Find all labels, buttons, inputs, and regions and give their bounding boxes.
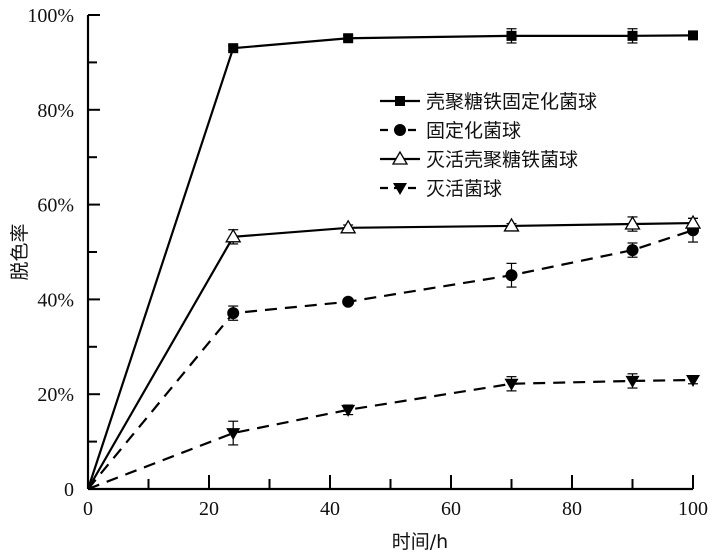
triangle-up-marker-icon bbox=[225, 228, 242, 243]
x-tick-label: 0 bbox=[83, 498, 93, 520]
triangle-up-marker-icon bbox=[391, 150, 409, 165]
x-tick-label: 20 bbox=[199, 498, 219, 520]
triangle-up-marker-icon bbox=[340, 219, 357, 234]
y-tick-label: 20% bbox=[37, 384, 74, 406]
square-marker-icon bbox=[627, 30, 638, 41]
legend-label: 灭活壳聚糖铁菌球 bbox=[426, 149, 578, 171]
square-marker-icon bbox=[228, 43, 239, 54]
triangle-down-marker-icon bbox=[226, 428, 241, 441]
triangle-down-marker-icon bbox=[625, 375, 640, 388]
square-marker-icon bbox=[343, 33, 354, 44]
triangle-down-marker-icon bbox=[686, 374, 700, 387]
x-tick-label: 60 bbox=[441, 498, 461, 520]
legend-label: 灭活菌球 bbox=[426, 178, 502, 200]
series-line bbox=[86, 34, 694, 490]
series-line bbox=[87, 378, 694, 491]
x-tick-label: 40 bbox=[320, 498, 340, 520]
y-tick-label: 80% bbox=[37, 100, 74, 122]
legend-item-2: 固定化菌球 bbox=[380, 120, 521, 142]
legend-label: 壳聚糖铁固定化菌球 bbox=[426, 91, 597, 113]
x-tick-label: 100 bbox=[678, 498, 708, 520]
square-marker-icon bbox=[506, 30, 517, 41]
y-tick-label: 40% bbox=[37, 289, 74, 311]
series-3 bbox=[87, 214, 702, 490]
y-tick-label: 100% bbox=[27, 5, 74, 27]
square-marker-icon bbox=[688, 30, 698, 41]
legend-item-1: 壳聚糖铁固定化菌球 bbox=[380, 91, 597, 113]
triangle-up-marker-icon bbox=[503, 217, 520, 232]
triangle-down-marker-icon bbox=[504, 378, 519, 391]
circle-marker-icon bbox=[394, 124, 406, 136]
series-1 bbox=[86, 28, 698, 490]
axis-ticks: 0 20% 40% 60% 80% 100% 0 20 40 60 80 100 bbox=[27, 5, 708, 520]
square-marker-icon bbox=[395, 96, 405, 106]
plot-series bbox=[86, 28, 702, 491]
series-line bbox=[87, 229, 694, 490]
triangle-up-marker-icon bbox=[684, 214, 702, 229]
circle-marker-icon bbox=[342, 295, 355, 308]
x-axis-title: 时间/h bbox=[392, 531, 448, 553]
legend-label: 固定化菌球 bbox=[426, 120, 521, 142]
triangle-down-marker-icon bbox=[393, 183, 407, 195]
x-tick-label: 80 bbox=[562, 498, 582, 520]
circle-marker-icon bbox=[227, 307, 240, 320]
legend-item-3: 灭活壳聚糖铁菌球 bbox=[380, 149, 578, 171]
axes bbox=[86, 15, 693, 491]
series-line bbox=[87, 221, 694, 490]
series-4 bbox=[87, 373, 700, 491]
series-2 bbox=[87, 217, 699, 490]
y-axis-title: 脱色率 bbox=[9, 223, 31, 280]
y-tick-label: 0 bbox=[64, 479, 74, 501]
y-tick-label: 60% bbox=[37, 195, 74, 217]
triangle-up-marker-icon bbox=[624, 215, 641, 230]
legend-item-4: 灭活菌球 bbox=[380, 178, 502, 200]
circle-marker-icon bbox=[505, 269, 518, 282]
circle-marker-icon bbox=[626, 244, 639, 257]
triangle-down-marker-icon bbox=[341, 404, 356, 417]
